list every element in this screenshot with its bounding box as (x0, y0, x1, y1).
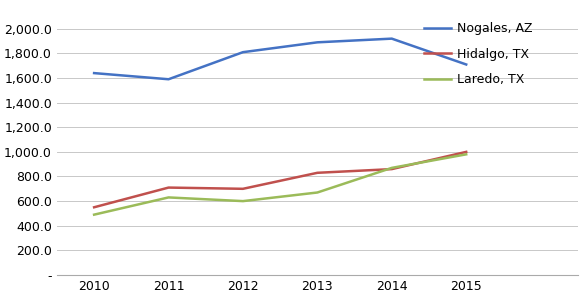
Hidalgo, TX (388, 167, 395, 171)
Nogales, AZ (314, 41, 321, 44)
Hidalgo, TX (91, 206, 98, 209)
Legend: Nogales, AZ, Hidalgo, TX, Laredo, TX: Nogales, AZ, Hidalgo, TX, Laredo, TX (417, 16, 539, 92)
Line: Hidalgo, TX: Hidalgo, TX (94, 152, 466, 207)
Hidalgo, TX (314, 171, 321, 175)
Laredo, TX (165, 196, 172, 199)
Nogales, AZ (463, 63, 470, 66)
Laredo, TX (314, 191, 321, 194)
Laredo, TX (239, 199, 246, 203)
Hidalgo, TX (165, 186, 172, 189)
Nogales, AZ (239, 50, 246, 54)
Nogales, AZ (388, 37, 395, 40)
Laredo, TX (91, 213, 98, 217)
Hidalgo, TX (239, 187, 246, 191)
Line: Nogales, AZ: Nogales, AZ (94, 39, 466, 79)
Laredo, TX (463, 153, 470, 156)
Nogales, AZ (91, 71, 98, 75)
Nogales, AZ (165, 78, 172, 81)
Hidalgo, TX (463, 150, 470, 154)
Line: Laredo, TX: Laredo, TX (94, 154, 466, 215)
Laredo, TX (388, 166, 395, 170)
